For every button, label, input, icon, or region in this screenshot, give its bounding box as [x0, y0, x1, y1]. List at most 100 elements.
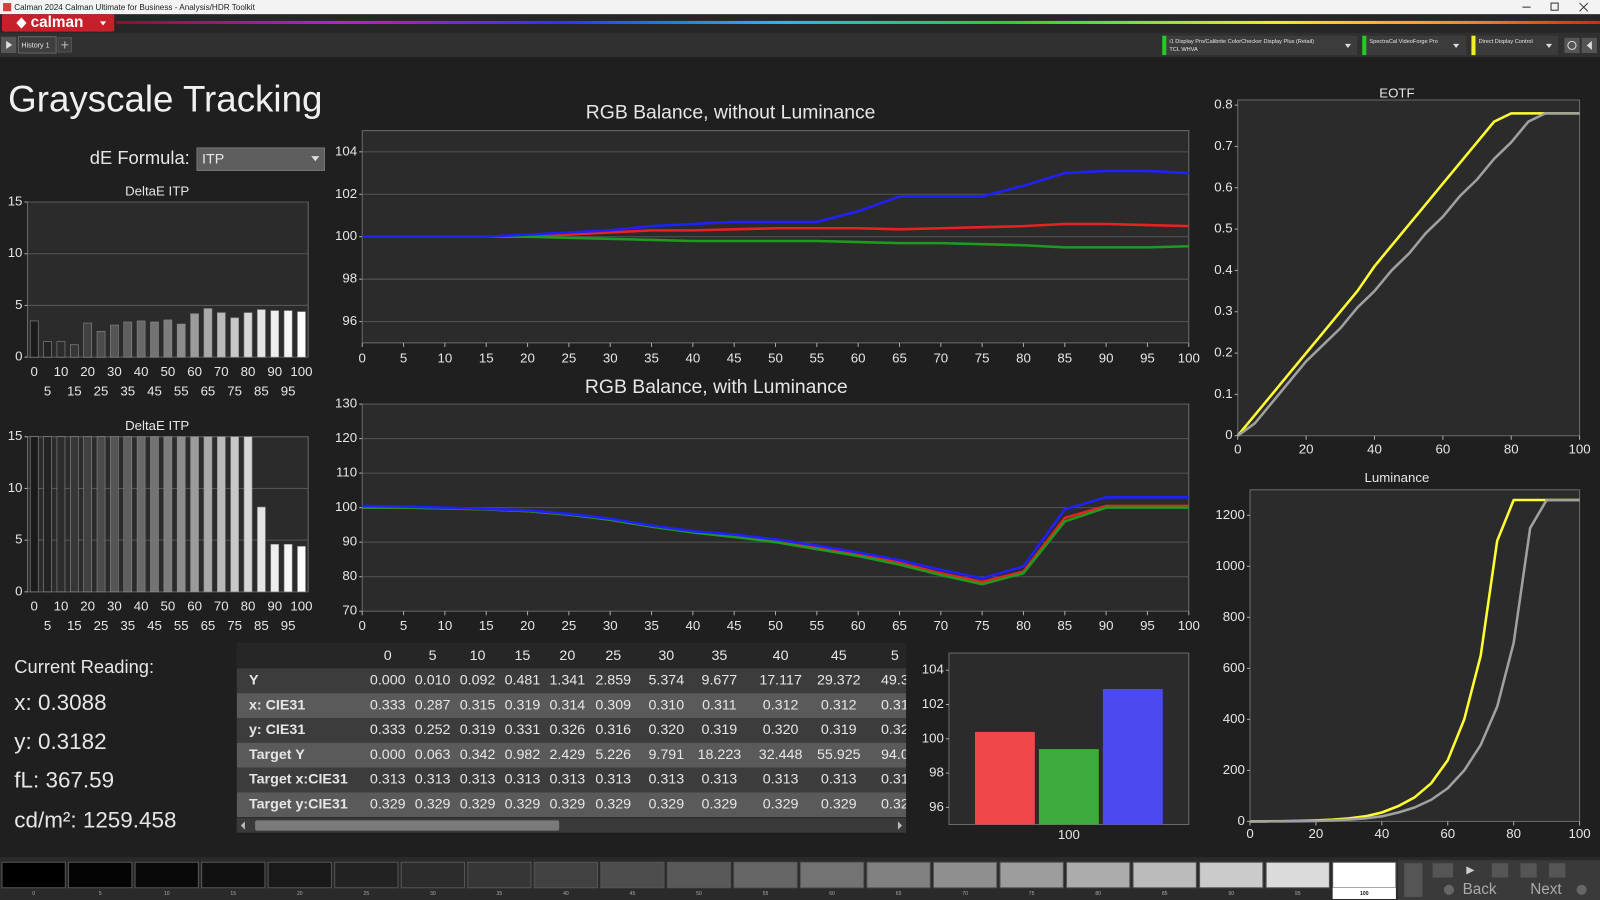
x-tick-label: 80: [1506, 826, 1521, 841]
x-tick-label: 75: [227, 383, 242, 398]
bar: [230, 317, 239, 358]
x-tick-label: 15: [479, 351, 494, 366]
toolbar-button[interactable]: [1432, 863, 1454, 878]
y-tick-label: 98: [929, 765, 944, 780]
y-tick-label: 5: [15, 532, 22, 547]
patch-label: 90: [1228, 891, 1234, 897]
x-tick-label: 30: [603, 351, 618, 366]
patch-swatch[interactable]: [1199, 861, 1264, 889]
patch-swatch[interactable]: [733, 861, 798, 889]
bar: [230, 436, 239, 593]
y-tick-label: 98: [342, 271, 357, 286]
bar: [270, 310, 280, 358]
x-tick-label: 55: [809, 351, 824, 366]
y-tick-label: 110: [336, 465, 357, 480]
x-tick-label: 85: [1057, 618, 1072, 633]
x-tick-label: 90: [267, 364, 282, 379]
patch-swatch[interactable]: [600, 861, 665, 889]
reading-value: y: 0.3182: [14, 729, 106, 754]
patch-swatch[interactable]: [467, 861, 532, 889]
x-tick-label: 90: [1099, 351, 1114, 366]
x-tick-label: 65: [892, 618, 907, 633]
rainbow-bar: [116, 20, 1600, 24]
patch-swatch[interactable]: [932, 861, 998, 889]
close[interactable]: [1579, 2, 1589, 12]
x-tick-label: 30: [603, 618, 618, 633]
patch-swatch[interactable]: [866, 861, 931, 889]
bar: [257, 309, 266, 358]
x-tick-label: 5: [44, 383, 51, 398]
display-selector[interactable]: [1471, 35, 1559, 56]
column-header: 5: [891, 648, 899, 664]
table-cell: 32.448: [759, 747, 803, 763]
table-cell: 0.313: [595, 772, 631, 788]
patch-label: 55: [763, 891, 769, 897]
patch-swatch[interactable]: [1265, 861, 1330, 889]
patch-swatch[interactable]: [1066, 861, 1131, 889]
maximize[interactable]: [1550, 2, 1559, 11]
play-icon[interactable]: [1466, 866, 1475, 875]
toolbar-button[interactable]: [1491, 863, 1509, 878]
column-header: 35: [711, 648, 727, 664]
table-cell: 29.372: [817, 673, 861, 689]
record-button[interactable]: [1404, 863, 1423, 897]
x-tick-label: 80: [1016, 618, 1031, 633]
table-cell: 0.342: [460, 747, 496, 763]
patch-swatch[interactable]: [400, 861, 466, 889]
x-tick-label: 85: [1057, 351, 1072, 366]
patch-swatch[interactable]: [533, 861, 599, 889]
patch-swatch[interactable]: [999, 861, 1064, 889]
meter-selector[interactable]: [1162, 35, 1358, 56]
y-tick-label: 100: [335, 228, 357, 243]
dropdown-arrow: [1453, 43, 1460, 48]
collapse-icon: [1586, 40, 1592, 50]
patch-swatch[interactable]: [201, 861, 266, 889]
x-tick-label: 25: [94, 383, 109, 398]
patch-label: 15: [230, 891, 236, 897]
scroll-thumb[interactable]: [255, 820, 560, 831]
patch-swatch[interactable]: [267, 861, 332, 889]
table-cell: 94.0: [881, 747, 909, 763]
data-table: 0 5 10 15 20 25 30 35 40 45 5 Y 0.000 0.010 0.092 0.481…: [236, 642, 909, 818]
x-tick-label: 75: [975, 351, 990, 366]
patch-swatch[interactable]: [1332, 861, 1397, 889]
tab[interactable]: [17, 36, 57, 54]
patch-swatch[interactable]: [68, 861, 133, 889]
logo-dropdown[interactable]: [100, 21, 107, 26]
window-controls[interactable]: [1522, 2, 1589, 12]
y-tick-label: 104: [922, 662, 944, 677]
bar: [1038, 749, 1099, 825]
patch-swatch[interactable]: [666, 861, 732, 889]
column-header: 15: [515, 648, 531, 664]
dropdown-arrow: [1344, 43, 1352, 48]
table-cell: 0.319: [821, 722, 857, 738]
patch-swatch[interactable]: [134, 861, 199, 889]
y-tick-label: 10: [8, 480, 23, 495]
toolbar-button[interactable]: [1548, 863, 1566, 878]
next-button[interactable]: Next: [1530, 881, 1562, 898]
x-tick-label: 100: [1569, 826, 1591, 841]
table-cell: 0.313: [460, 772, 496, 788]
x-tick-label: 0: [359, 618, 366, 633]
patch-swatch[interactable]: [799, 861, 865, 889]
table-row: [236, 693, 907, 718]
bar: [56, 436, 66, 593]
x-tick-label: 25: [94, 618, 109, 633]
formula-dropdown[interactable]: [196, 147, 325, 171]
table-cell: 0.313: [415, 772, 451, 788]
x-tick-label: 40: [134, 364, 149, 379]
patch-swatch[interactable]: [1, 861, 66, 889]
settings-button[interactable]: [1564, 37, 1580, 54]
column-header: 20: [559, 648, 575, 664]
x-tick-label: 85: [254, 383, 269, 398]
toolbar-button[interactable]: [1520, 863, 1537, 878]
table-cell: 0.329: [505, 797, 541, 813]
logo-button[interactable]: [2, 14, 115, 32]
y-tick-label: 100: [335, 499, 357, 514]
source-selector[interactable]: [1362, 35, 1467, 56]
patch-swatch[interactable]: [1132, 861, 1197, 889]
patch-swatch[interactable]: [334, 861, 399, 889]
x-tick-label: 15: [67, 618, 82, 633]
x-tick-label: 100: [290, 599, 312, 614]
back-button[interactable]: Back: [1463, 881, 1497, 898]
